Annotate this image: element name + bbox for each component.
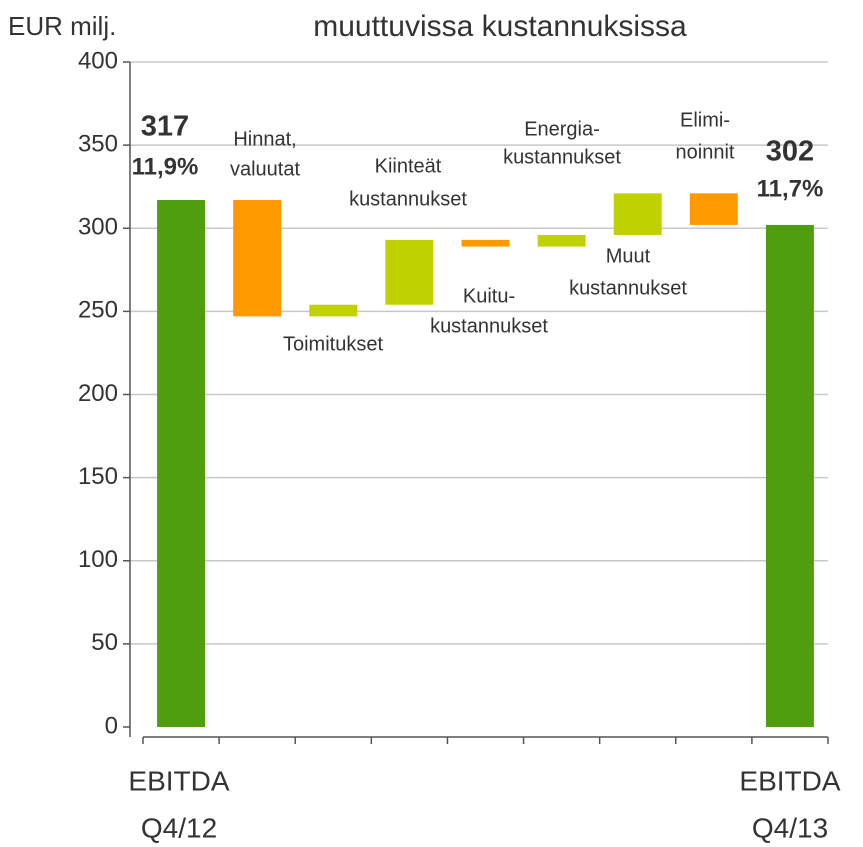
category-label: kustannukset	[430, 315, 548, 337]
category-label: Q4/12	[141, 812, 217, 843]
category-label: Elimi-	[680, 109, 730, 131]
bar	[613, 193, 662, 235]
value-label: 317	[141, 111, 189, 143]
category-label: EBITDA	[128, 765, 229, 796]
bar	[157, 199, 206, 728]
category-label: valuutat	[230, 158, 300, 180]
category-label: Hinnat,	[233, 128, 296, 150]
value-label: 302	[766, 136, 814, 168]
bar	[385, 239, 434, 305]
category-label: Muut	[606, 245, 651, 267]
category-label: Kuitu-	[463, 285, 515, 307]
y-tick-label: 350	[78, 130, 118, 157]
category-label: noinnit	[676, 141, 735, 163]
chart-title: muuttuvissa kustannuksissa	[313, 10, 687, 43]
category-label: Energia-	[524, 118, 600, 140]
y-tick-label: 0	[105, 712, 118, 739]
y-tick-label: 250	[78, 297, 118, 324]
category-label: kustannukset	[349, 188, 467, 210]
bar	[689, 193, 738, 225]
y-tick-label: 150	[78, 463, 118, 490]
category-label: Q4/13	[752, 812, 828, 843]
bar	[309, 304, 358, 317]
margin-label: 11,7%	[757, 175, 824, 202]
category-label: EBITDA	[739, 765, 840, 796]
y-tick-label: 50	[91, 629, 118, 656]
bar	[461, 239, 510, 247]
y-axis-label: EUR milj.	[8, 11, 116, 41]
category-label: kustannukset	[503, 146, 621, 168]
margin-label: 11,9%	[132, 153, 199, 180]
category-label: Toimitukset	[283, 333, 383, 355]
y-tick-label: 200	[78, 380, 118, 407]
y-tick-label: 100	[78, 546, 118, 573]
y-tick-label: 300	[78, 214, 118, 241]
y-tick-label: 400	[78, 47, 118, 74]
category-label: kustannukset	[569, 277, 687, 299]
bar	[765, 224, 814, 728]
bar	[537, 234, 586, 247]
bar	[233, 199, 282, 317]
category-label: Kiinteät	[375, 155, 442, 177]
